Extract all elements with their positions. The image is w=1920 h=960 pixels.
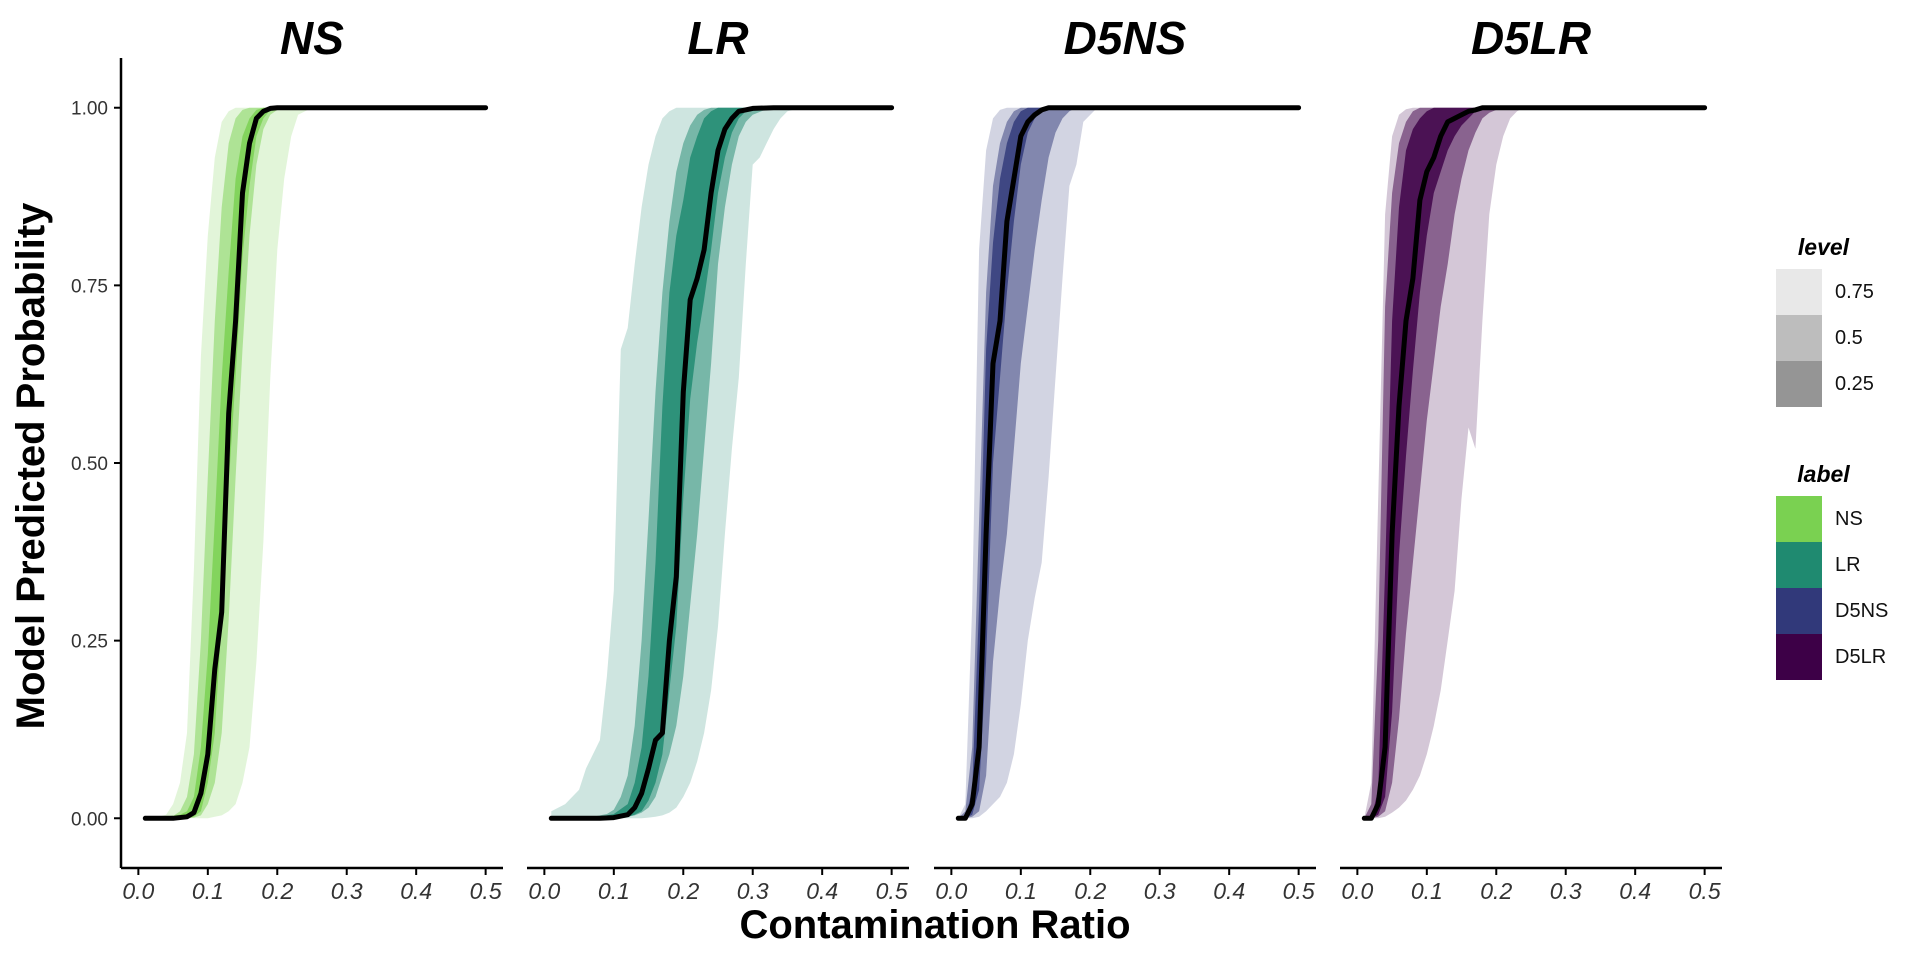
panel-title: D5LR bbox=[1471, 12, 1591, 64]
x-tick-label: 0.2 bbox=[1074, 878, 1106, 904]
y-tick-label: 0.25 bbox=[71, 632, 108, 653]
legend-label-swatch bbox=[1776, 496, 1822, 542]
x-tick-label: 0.0 bbox=[528, 878, 560, 904]
legend-label-label: D5NS bbox=[1835, 599, 1889, 622]
band-25-area bbox=[572, 107, 892, 819]
x-tick-label: 0.1 bbox=[598, 878, 630, 904]
panel-title: LR bbox=[687, 12, 748, 64]
x-tick-label: 0.3 bbox=[331, 878, 363, 904]
y-tick-label: 1.00 bbox=[71, 99, 108, 120]
x-tick-label: 0.5 bbox=[1283, 878, 1315, 904]
legend-level-label: 0.25 bbox=[1835, 372, 1874, 395]
x-tick-label: 0.4 bbox=[1213, 878, 1245, 904]
x-tick-label: 0.0 bbox=[122, 878, 154, 904]
chart-panels: NS 0.0 0.1 0.2 0.3 0.4 0.5 LR 0.0 0.1 0.2 0.3 0.4 0.5… bbox=[121, 12, 1722, 904]
legend-level-item: 0.75 bbox=[1776, 269, 1916, 315]
band-50-area bbox=[1364, 107, 1705, 819]
panel-title: D5NS bbox=[1064, 12, 1187, 64]
x-tick-label: 0.3 bbox=[1144, 878, 1176, 904]
y-tick-label: 0.75 bbox=[71, 276, 108, 297]
panel-d5lr: D5LR 0.0 0.1 0.2 0.3 0.4 0.5 bbox=[1340, 12, 1722, 904]
legend-label-item: D5LR bbox=[1776, 634, 1916, 680]
legend-label-label: LR bbox=[1835, 553, 1861, 576]
legend-level-item: 0.5 bbox=[1776, 315, 1916, 361]
legend-label-swatch bbox=[1776, 588, 1822, 634]
legend-label-label: D5LR bbox=[1835, 645, 1887, 668]
x-tick-label: 0.1 bbox=[1005, 878, 1037, 904]
x-tick-label: 0.0 bbox=[935, 878, 967, 904]
y-axis-label: Model Predicted Probability bbox=[9, 202, 53, 730]
y-tick-label: 0.50 bbox=[71, 454, 108, 475]
legend-level-items: 0.75 0.5 0.25 bbox=[1776, 269, 1916, 407]
x-tick-label: 0.2 bbox=[1480, 878, 1512, 904]
band-25-area bbox=[1371, 107, 1705, 819]
legend: level 0.75 0.5 0.25 label NS LR D5NS D5LR bbox=[1776, 234, 1916, 680]
median-line bbox=[1361, 105, 1708, 821]
legend-level-swatch bbox=[1776, 269, 1822, 315]
x-tick-label: 0.1 bbox=[192, 878, 224, 904]
y-axis: 0.00 0.25 0.50 0.75 1.00 bbox=[71, 58, 123, 868]
panel-title: NS bbox=[280, 12, 344, 64]
x-tick-label: 0.4 bbox=[400, 878, 432, 904]
y-tick-label: 0.00 bbox=[71, 809, 108, 830]
median-line bbox=[142, 105, 489, 821]
x-axis-label: Contamination Ratio bbox=[739, 903, 1130, 947]
band-75-area bbox=[1364, 107, 1705, 819]
legend-label-swatch bbox=[1776, 542, 1822, 588]
x-tick-label: 0.5 bbox=[1689, 878, 1721, 904]
panel-ns: NS 0.0 0.1 0.2 0.3 0.4 0.5 bbox=[121, 12, 503, 904]
legend-label-label: NS bbox=[1835, 507, 1863, 530]
legend-label-title: label bbox=[1797, 461, 1850, 487]
legend-level-item: 0.25 bbox=[1776, 361, 1916, 407]
legend-label-item: NS bbox=[1776, 496, 1916, 542]
x-tick-label: 0.5 bbox=[470, 878, 502, 904]
band-50-area bbox=[565, 107, 892, 819]
x-tick-label: 0.2 bbox=[261, 878, 293, 904]
legend-level-swatch bbox=[1776, 361, 1822, 407]
legend-label-swatch bbox=[1776, 634, 1822, 680]
legend-label-items: NS LR D5NS D5LR bbox=[1776, 496, 1916, 680]
legend-level-label: 0.75 bbox=[1835, 280, 1874, 303]
x-tick-label: 0.4 bbox=[806, 878, 838, 904]
x-tick-label: 0.3 bbox=[737, 878, 769, 904]
median-line bbox=[955, 105, 1302, 821]
legend-level-label: 0.5 bbox=[1835, 326, 1863, 349]
band-75-area bbox=[551, 107, 892, 819]
legend-level-title: level bbox=[1797, 234, 1850, 260]
legend-level-swatch bbox=[1776, 315, 1822, 361]
legend-label-item: D5NS bbox=[1776, 588, 1916, 634]
band-75-area bbox=[958, 107, 1299, 819]
x-tick-label: 0.2 bbox=[667, 878, 699, 904]
panel-d5ns: D5NS 0.0 0.1 0.2 0.3 0.4 0.5 bbox=[934, 12, 1316, 904]
median-line bbox=[548, 105, 895, 821]
legend-label-item: LR bbox=[1776, 542, 1916, 588]
x-tick-label: 0.3 bbox=[1550, 878, 1582, 904]
x-tick-label: 0.4 bbox=[1619, 878, 1651, 904]
x-tick-label: 0.0 bbox=[1341, 878, 1373, 904]
panel-lr: LR 0.0 0.1 0.2 0.3 0.4 0.5 bbox=[527, 12, 909, 904]
x-tick-label: 0.1 bbox=[1411, 878, 1443, 904]
x-tick-label: 0.5 bbox=[876, 878, 908, 904]
